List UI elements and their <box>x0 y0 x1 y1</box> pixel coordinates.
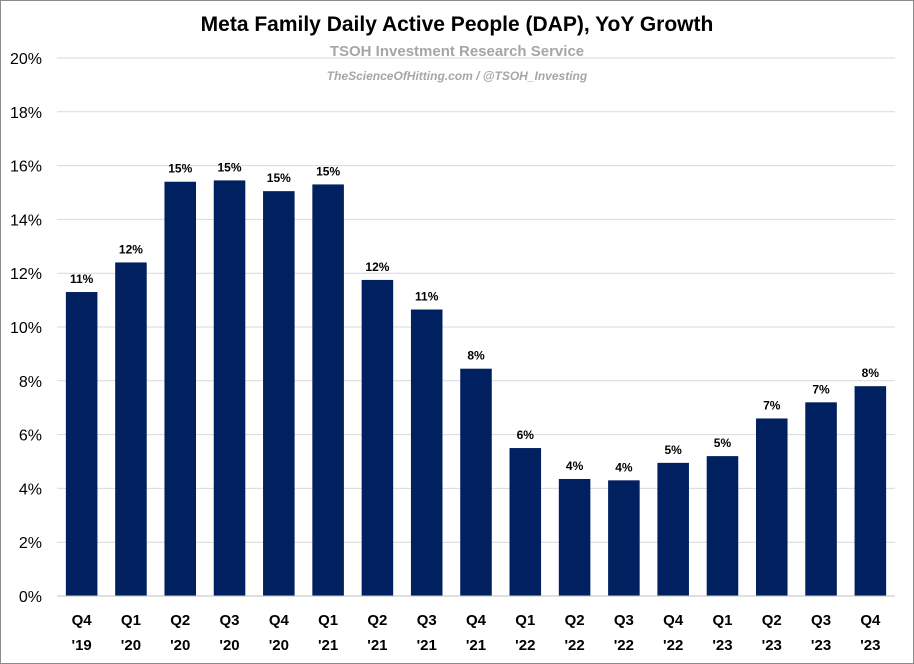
x-tick-label-year: '23 <box>762 637 782 654</box>
bar <box>410 309 443 596</box>
x-tick-label-year: '19 <box>72 637 92 654</box>
data-label: 7% <box>812 382 830 396</box>
x-tick-label-quarter: Q2 <box>170 612 190 629</box>
bar <box>213 180 246 596</box>
y-tick-label: 16% <box>10 159 42 176</box>
x-tick-label-quarter: Q3 <box>220 612 240 629</box>
data-label: 4% <box>615 460 633 474</box>
data-label: 5% <box>714 436 732 450</box>
bar <box>558 478 591 596</box>
bar <box>115 262 147 596</box>
bar <box>263 191 295 596</box>
x-tick-label-year: '23 <box>811 637 831 654</box>
x-tick-label-year: '22 <box>614 637 634 654</box>
y-tick-label: 10% <box>10 320 42 337</box>
bar <box>755 418 788 596</box>
y-tick-label: 4% <box>19 481 42 498</box>
bar <box>706 456 739 596</box>
data-labels: 11% 12% 15% 15% 15% 15% 12% 11% 8% 6% 4% 4% 5% 5% 7% 7%… <box>70 160 879 474</box>
data-label: 4% <box>566 459 584 473</box>
x-tick-label-quarter: Q3 <box>811 612 831 629</box>
x-tick-label-quarter: Q4 <box>466 612 487 629</box>
data-label: 15% <box>218 160 242 174</box>
y-tick-label: 20% <box>10 51 42 68</box>
y-axis: 0% 2% 4% 6% 8% 10% 12% 14% 16% 18% 20% <box>10 51 42 606</box>
x-tick-label-year: '20 <box>219 637 239 654</box>
chart-subtitle: TSOH Investment Research Service <box>329 43 585 60</box>
bar <box>164 181 197 597</box>
x-tick-label-quarter: Q2 <box>762 612 782 629</box>
bars <box>65 180 887 597</box>
bar <box>509 448 542 596</box>
x-tick-label-year: '22 <box>515 637 535 654</box>
x-tick-label-quarter: Q4 <box>269 612 290 629</box>
x-tick-label-year: '23 <box>712 637 732 654</box>
bar <box>312 184 344 596</box>
x-tick-label-quarter: Q1 <box>318 612 338 629</box>
bar <box>608 480 640 596</box>
x-tick-label-year: '21 <box>466 637 486 654</box>
x-tick-label-quarter: Q3 <box>417 612 437 629</box>
data-label: 15% <box>316 164 340 178</box>
data-label: 11% <box>415 290 439 304</box>
y-tick-label: 12% <box>10 266 42 283</box>
y-tick-label: 2% <box>19 535 42 552</box>
data-label: 5% <box>665 443 683 457</box>
x-tick-label-quarter: Q1 <box>712 612 732 629</box>
x-tick-label-quarter: Q2 <box>565 612 585 629</box>
bar <box>65 292 98 596</box>
x-axis: Q4 '19 Q1 '20 Q2 '20 Q3 '20 Q4 '20 Q1 '21 Q2 '21 Q3 '21… <box>57 595 895 654</box>
x-tick-label-year: '22 <box>564 637 584 654</box>
x-tick-label-year: '21 <box>367 637 387 654</box>
x-tick-label-year: '21 <box>417 637 437 654</box>
data-label: 11% <box>70 272 94 286</box>
chart-title: Meta Family Daily Active People (DAP), Y… <box>200 13 714 36</box>
bar <box>460 368 492 596</box>
data-label: 12% <box>365 260 389 274</box>
x-tick-label-year: '21 <box>318 637 338 654</box>
y-tick-label: 14% <box>10 212 42 229</box>
data-label: 8% <box>862 366 880 380</box>
bar <box>854 386 887 596</box>
bar <box>657 462 689 596</box>
bar <box>361 279 394 596</box>
x-tick-label-year: '20 <box>269 637 289 654</box>
x-tick-label-quarter: Q1 <box>515 612 535 629</box>
y-tick-label: 8% <box>19 374 42 391</box>
y-tick-label: 6% <box>19 428 42 445</box>
data-label: 12% <box>119 242 143 256</box>
x-tick-label-quarter: Q1 <box>121 612 141 629</box>
x-tick-label-year: '22 <box>663 637 683 654</box>
x-tick-label-quarter: Q4 <box>663 612 684 629</box>
y-tick-label: 18% <box>10 105 42 122</box>
x-tick-label-quarter: Q4 <box>860 612 881 629</box>
x-tick-label-quarter: Q2 <box>367 612 387 629</box>
data-label: 15% <box>267 171 291 185</box>
data-label: 6% <box>517 428 535 442</box>
data-label: 15% <box>168 162 192 176</box>
data-label: 7% <box>763 398 781 412</box>
x-tick-label-quarter: Q3 <box>614 612 634 629</box>
y-tick-label: 0% <box>19 589 42 606</box>
data-label: 8% <box>467 349 485 363</box>
bar <box>805 402 837 596</box>
x-tick-label-year: '23 <box>860 637 880 654</box>
x-tick-label-quarter: Q4 <box>72 612 93 629</box>
x-tick-label-year: '20 <box>121 637 141 654</box>
chart-attribution: TheScienceOfHitting.com / @TSOH_Investin… <box>326 69 588 83</box>
x-tick-label-year: '20 <box>170 637 190 654</box>
